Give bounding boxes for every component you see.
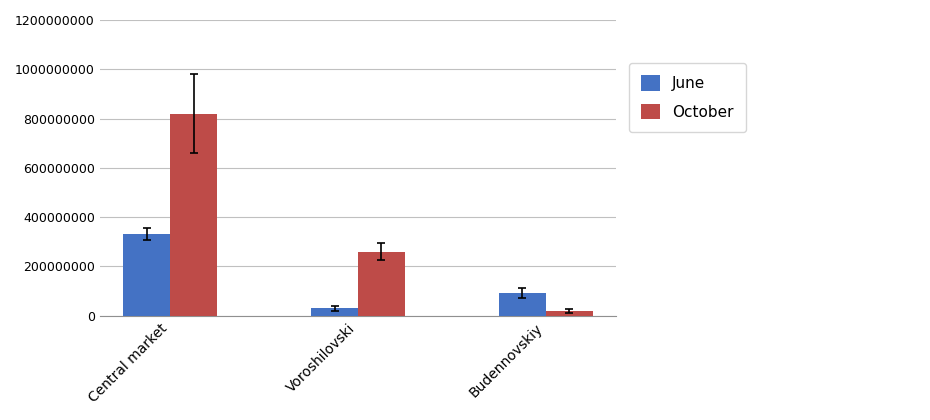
Bar — [498, 294, 546, 315]
Bar — [170, 113, 217, 315]
Bar — [358, 252, 405, 315]
Bar — [546, 311, 592, 315]
Bar — [123, 234, 170, 315]
Legend: June, October: June, October — [629, 63, 746, 132]
Bar — [311, 308, 358, 315]
